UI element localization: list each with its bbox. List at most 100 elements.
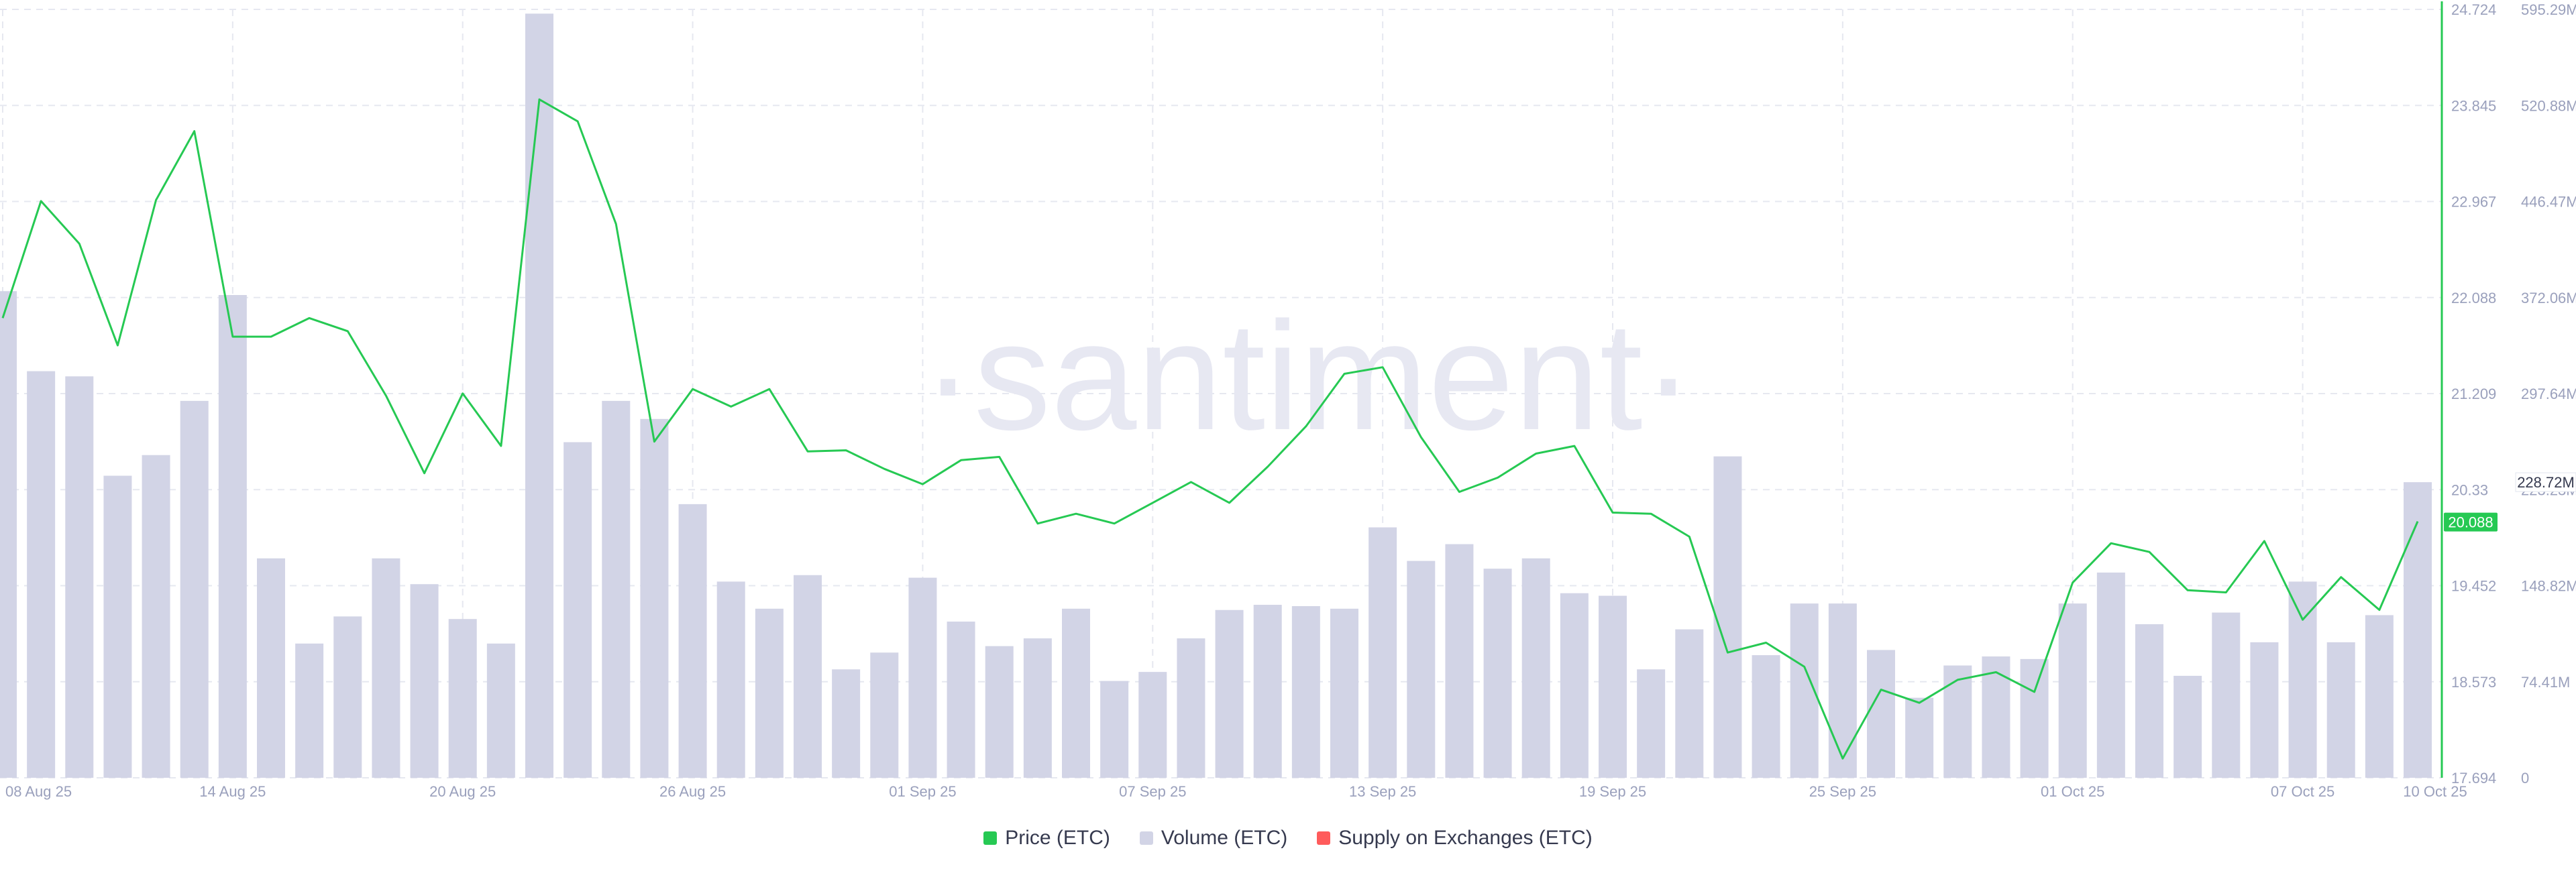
volume-tick-label: 0 bbox=[2521, 770, 2529, 786]
current-volume-label: 228.72M bbox=[2517, 474, 2575, 491]
volume-bar bbox=[1943, 665, 1972, 778]
volume-bar bbox=[448, 619, 477, 778]
volume-tick-label: 74.41M bbox=[2521, 674, 2570, 691]
x-tick-label: 07 Sep 25 bbox=[1119, 783, 1186, 800]
volume-bar bbox=[2058, 603, 2087, 778]
volume-bar bbox=[2326, 642, 2355, 778]
santiment-watermark: ·santiment· bbox=[922, 290, 1694, 462]
x-tick-label: 19 Sep 25 bbox=[1579, 783, 1646, 800]
chart-legend: Price (ETC) Volume (ETC) Supply on Excha… bbox=[0, 823, 2576, 853]
volume-bar bbox=[870, 652, 899, 778]
volume-tick-label: 520.88M bbox=[2521, 97, 2576, 114]
x-tick-label: 13 Sep 25 bbox=[1349, 783, 1416, 800]
volume-bar bbox=[2212, 612, 2241, 778]
volume-bar bbox=[218, 295, 247, 778]
volume-bar bbox=[1023, 638, 1052, 778]
volume-bar bbox=[2020, 658, 2049, 778]
volume-bar bbox=[1215, 609, 1244, 778]
x-tick-label: 26 Aug 25 bbox=[659, 783, 726, 800]
x-tick-label: 07 Oct 25 bbox=[2271, 783, 2334, 800]
volume-bar bbox=[1368, 527, 1397, 778]
volume-tick-label: 297.64M bbox=[2521, 386, 2576, 402]
volume-bar bbox=[103, 475, 132, 778]
x-tick-label: 08 Aug 25 bbox=[5, 783, 72, 800]
volume-bar bbox=[2250, 642, 2279, 778]
volume-bar bbox=[640, 418, 669, 778]
volume-bar bbox=[1675, 629, 1704, 778]
volume-tick-label: 446.47M bbox=[2521, 194, 2576, 211]
volume-bar bbox=[678, 504, 707, 778]
price-tick-label: 19.452 bbox=[2451, 578, 2496, 595]
volume-bar bbox=[1062, 608, 1090, 778]
volume-bar bbox=[1560, 593, 1589, 778]
volume-bar bbox=[525, 13, 553, 778]
x-tick-label: 01 Sep 25 bbox=[889, 783, 956, 800]
volume-bar bbox=[564, 442, 592, 778]
volume-bar bbox=[142, 455, 170, 778]
current-price-label: 20.088 bbox=[2448, 514, 2493, 531]
volume-bar bbox=[295, 643, 324, 778]
volume-tick-label: 595.29M bbox=[2521, 1, 2576, 18]
volume-tick-label: 372.06M bbox=[2521, 290, 2576, 306]
price-tick-label: 24.724 bbox=[2451, 1, 2496, 18]
volume-bar bbox=[1828, 603, 1857, 778]
volume-bar bbox=[372, 558, 400, 778]
volume-bar bbox=[1637, 669, 1666, 778]
x-tick-label: 10 Oct 25 bbox=[2403, 783, 2467, 800]
legend-item-volume[interactable]: Volume (ETC) bbox=[1139, 827, 1288, 850]
volume-bar bbox=[1330, 608, 1358, 778]
volume-bar bbox=[794, 575, 822, 778]
price-tick-label: 23.845 bbox=[2451, 97, 2496, 114]
current-price-badge bbox=[2444, 512, 2498, 532]
price-tick-label: 18.573 bbox=[2451, 674, 2496, 691]
volume-bar bbox=[1752, 655, 1780, 778]
legend-label-price: Price (ETC) bbox=[1005, 827, 1110, 849]
volume-bar bbox=[1483, 569, 1512, 778]
current-volume-badge bbox=[2515, 472, 2576, 492]
volume-bar bbox=[947, 622, 975, 778]
volume-bar bbox=[2135, 624, 2163, 778]
legend-swatch-volume bbox=[1139, 831, 1153, 845]
volume-bar bbox=[180, 400, 209, 778]
price-tick-label: 21.209 bbox=[2451, 386, 2496, 402]
volume-bar bbox=[832, 669, 861, 778]
price-tick-label: 22.088 bbox=[2451, 290, 2496, 306]
volume-bar bbox=[1291, 605, 1320, 778]
volume-bar bbox=[985, 646, 1014, 778]
volume-bar bbox=[486, 643, 515, 778]
volume-bar bbox=[1521, 558, 1550, 778]
volume-bar bbox=[257, 558, 285, 778]
legend-item-price[interactable]: Price (ETC) bbox=[983, 827, 1110, 850]
volume-bar bbox=[1138, 672, 1167, 778]
legend-item-supply[interactable]: Supply on Exchanges (ETC) bbox=[1317, 827, 1593, 850]
price-line bbox=[1, 98, 2419, 760]
volume-bar bbox=[1445, 544, 1474, 778]
volume-bar bbox=[602, 400, 631, 778]
volume-bar bbox=[2365, 615, 2394, 778]
legend-label-volume: Volume (ETC) bbox=[1161, 827, 1288, 849]
x-tick-label: 01 Oct 25 bbox=[2041, 783, 2104, 800]
x-tick-label: 25 Sep 25 bbox=[1809, 783, 1876, 800]
volume-bar bbox=[2174, 675, 2202, 778]
volume-bar bbox=[1713, 456, 1742, 778]
volume-bar bbox=[1177, 638, 1205, 778]
volume-bar bbox=[1253, 605, 1282, 778]
price-tick-label: 22.967 bbox=[2451, 194, 2496, 211]
volume-tick-label: 148.82M bbox=[2521, 578, 2576, 595]
volume-bar bbox=[333, 616, 362, 778]
volume-bar bbox=[65, 376, 94, 778]
legend-swatch-price bbox=[983, 831, 998, 845]
legend-label-supply: Supply on Exchanges (ETC) bbox=[1338, 827, 1593, 849]
volume-bar bbox=[1599, 595, 1627, 778]
price-tick-label: 17.694 bbox=[2451, 770, 2496, 786]
volume-bar bbox=[1905, 697, 1934, 778]
volume-bar bbox=[2096, 572, 2125, 778]
volume-bar bbox=[1867, 650, 1895, 778]
volume-bar bbox=[2404, 482, 2432, 778]
legend-swatch-supply bbox=[1317, 831, 1331, 845]
volume-bar bbox=[1100, 681, 1129, 778]
volume-bar bbox=[908, 577, 937, 778]
volume-bar bbox=[27, 371, 56, 778]
volume-bar bbox=[1407, 561, 1436, 778]
